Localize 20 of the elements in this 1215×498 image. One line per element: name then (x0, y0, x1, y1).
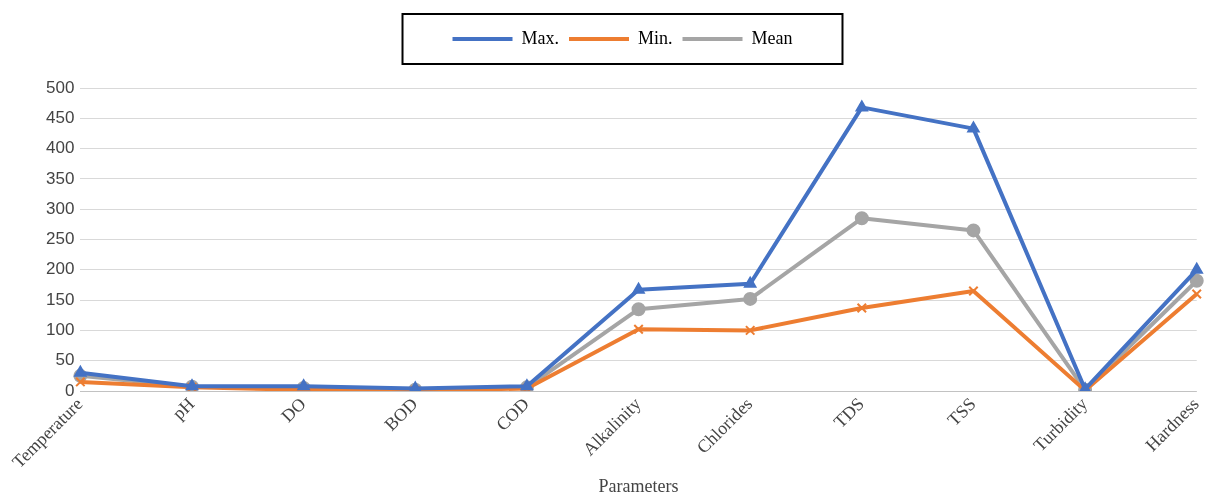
y-tick-label: 200 (45, 259, 75, 279)
y-tick-label: 50 (55, 350, 75, 370)
y-tick-label: 450 (45, 107, 75, 127)
y-tick-label: 250 (45, 229, 75, 249)
x-tick-label: COD (492, 393, 534, 435)
y-tick-label: 400 (45, 138, 75, 158)
y-tick-label: 0 (64, 380, 75, 400)
x-tick-label: TDS (829, 393, 868, 432)
x-tick-label: TSS (943, 393, 980, 430)
y-tick-label: 300 (45, 198, 75, 218)
x-tick-label: DO (277, 393, 310, 427)
legend-label: Mean (751, 27, 793, 48)
y-tick-label: 150 (45, 289, 75, 309)
x-tick-label: pH (168, 393, 199, 424)
y-tick-label: 500 (45, 77, 75, 97)
y-tick-label: 100 (45, 320, 75, 340)
legend-label: Min. (638, 27, 673, 48)
x-axis-title: Parameters (598, 475, 679, 496)
y-tick-label: 350 (45, 168, 75, 188)
legend-label: Max. (521, 27, 560, 48)
